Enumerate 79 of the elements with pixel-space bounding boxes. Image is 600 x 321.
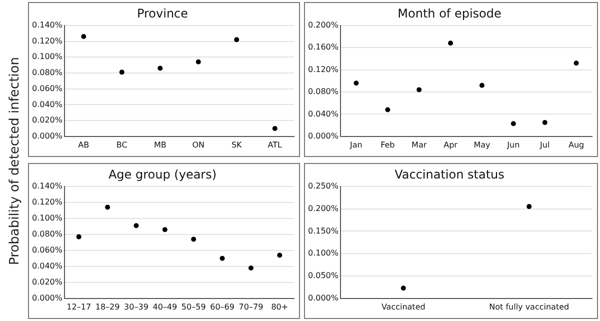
y-tick-label: 0.150% (308, 226, 339, 236)
point (248, 266, 254, 270)
point (416, 87, 422, 92)
x-tick-label: 18–29 (95, 302, 120, 312)
y-tick-label: 0.040% (308, 109, 339, 118)
point (119, 70, 124, 75)
y-tick-label: 0.020% (32, 277, 63, 286)
x-tick-label: ATL (268, 140, 283, 150)
y-tick-label: 0.200% (308, 204, 339, 213)
point (479, 82, 484, 88)
y-tick-label: 0.020% (32, 116, 63, 125)
y-tick-label: 0.100% (32, 52, 63, 62)
x-tick-label: 50–59 (181, 302, 206, 312)
y-axis-title: Probability of detected infection (8, 56, 22, 264)
point (162, 227, 168, 232)
y-tick-label: 0.080% (308, 87, 339, 96)
x-tick-label: 60–69 (210, 302, 234, 312)
chart-title: Age group (years) (108, 167, 217, 182)
y-tick-label: 0.000% (32, 131, 63, 140)
x-tick-label: 80+ (271, 302, 288, 312)
x-tick-label: 40–49 (152, 302, 178, 312)
x-tick-label: 70–79 (238, 302, 264, 312)
y-tick-label: 0.040% (32, 100, 63, 109)
y-tick-label: 0.120% (32, 197, 63, 206)
y-tick-label: 0.100% (308, 248, 339, 258)
chart-title: Month of episode (398, 6, 502, 20)
point (234, 37, 240, 42)
x-tick-label: Jan (349, 140, 362, 150)
point (105, 204, 110, 210)
chart-title: Vaccination status (394, 167, 504, 182)
x-tick-label: MB (154, 140, 166, 150)
point (81, 34, 86, 39)
point (574, 60, 579, 66)
x-tick-label: Vaccinated (381, 302, 426, 312)
x-tick-label: SK (231, 140, 243, 150)
x-tick-label: May (474, 140, 490, 150)
point (158, 66, 163, 71)
y-tick-label: 0.000% (32, 293, 63, 302)
point (196, 59, 201, 64)
x-tick-label: Apr (444, 140, 458, 150)
y-tick-label: 0.140% (32, 20, 63, 30)
y-tick-label: 0.200% (308, 20, 339, 30)
y-tick-label: 0.120% (308, 64, 339, 74)
x-tick-label: Mar (412, 140, 428, 150)
y-tick-label: 0.100% (32, 213, 63, 222)
y-tick-label: 0.140% (32, 181, 63, 190)
x-tick-label: Jun (506, 140, 520, 150)
x-tick-label: Aug (568, 140, 584, 150)
point (191, 236, 196, 242)
x-tick-label: Not fully vaccinated (489, 302, 570, 312)
point (220, 256, 225, 261)
y-tick-label: 0.060% (32, 84, 63, 93)
y-tick-label: 0.060% (32, 245, 63, 254)
x-tick-label: Feb (380, 140, 395, 150)
y-tick-label: 0.250% (308, 181, 339, 190)
y-tick-label: 0.000% (308, 131, 339, 140)
point (448, 40, 454, 46)
point (385, 107, 390, 112)
y-tick-label: 0.050% (308, 271, 339, 280)
point (354, 80, 359, 86)
y-tick-label: 0.040% (32, 261, 63, 270)
point (510, 121, 516, 126)
y-tick-label: 0.080% (32, 229, 63, 238)
chart-title: Province (136, 6, 188, 20)
y-tick-label: 0.160% (308, 42, 339, 52)
x-tick-label: 30–39 (124, 302, 148, 312)
y-tick-label: 0.080% (32, 68, 63, 78)
y-tick-label: 0.000% (308, 293, 339, 302)
x-tick-label: ON (192, 140, 205, 150)
y-tick-label: 0.120% (32, 36, 63, 46)
x-tick-label: AB (78, 140, 90, 150)
point (76, 234, 82, 240)
point (134, 223, 139, 228)
point (277, 252, 282, 258)
x-tick-label: 12–17 (66, 302, 92, 312)
x-tick-label: BC (116, 140, 128, 150)
point (272, 126, 278, 131)
point (542, 120, 548, 126)
x-tick-label: Jul (539, 140, 550, 150)
